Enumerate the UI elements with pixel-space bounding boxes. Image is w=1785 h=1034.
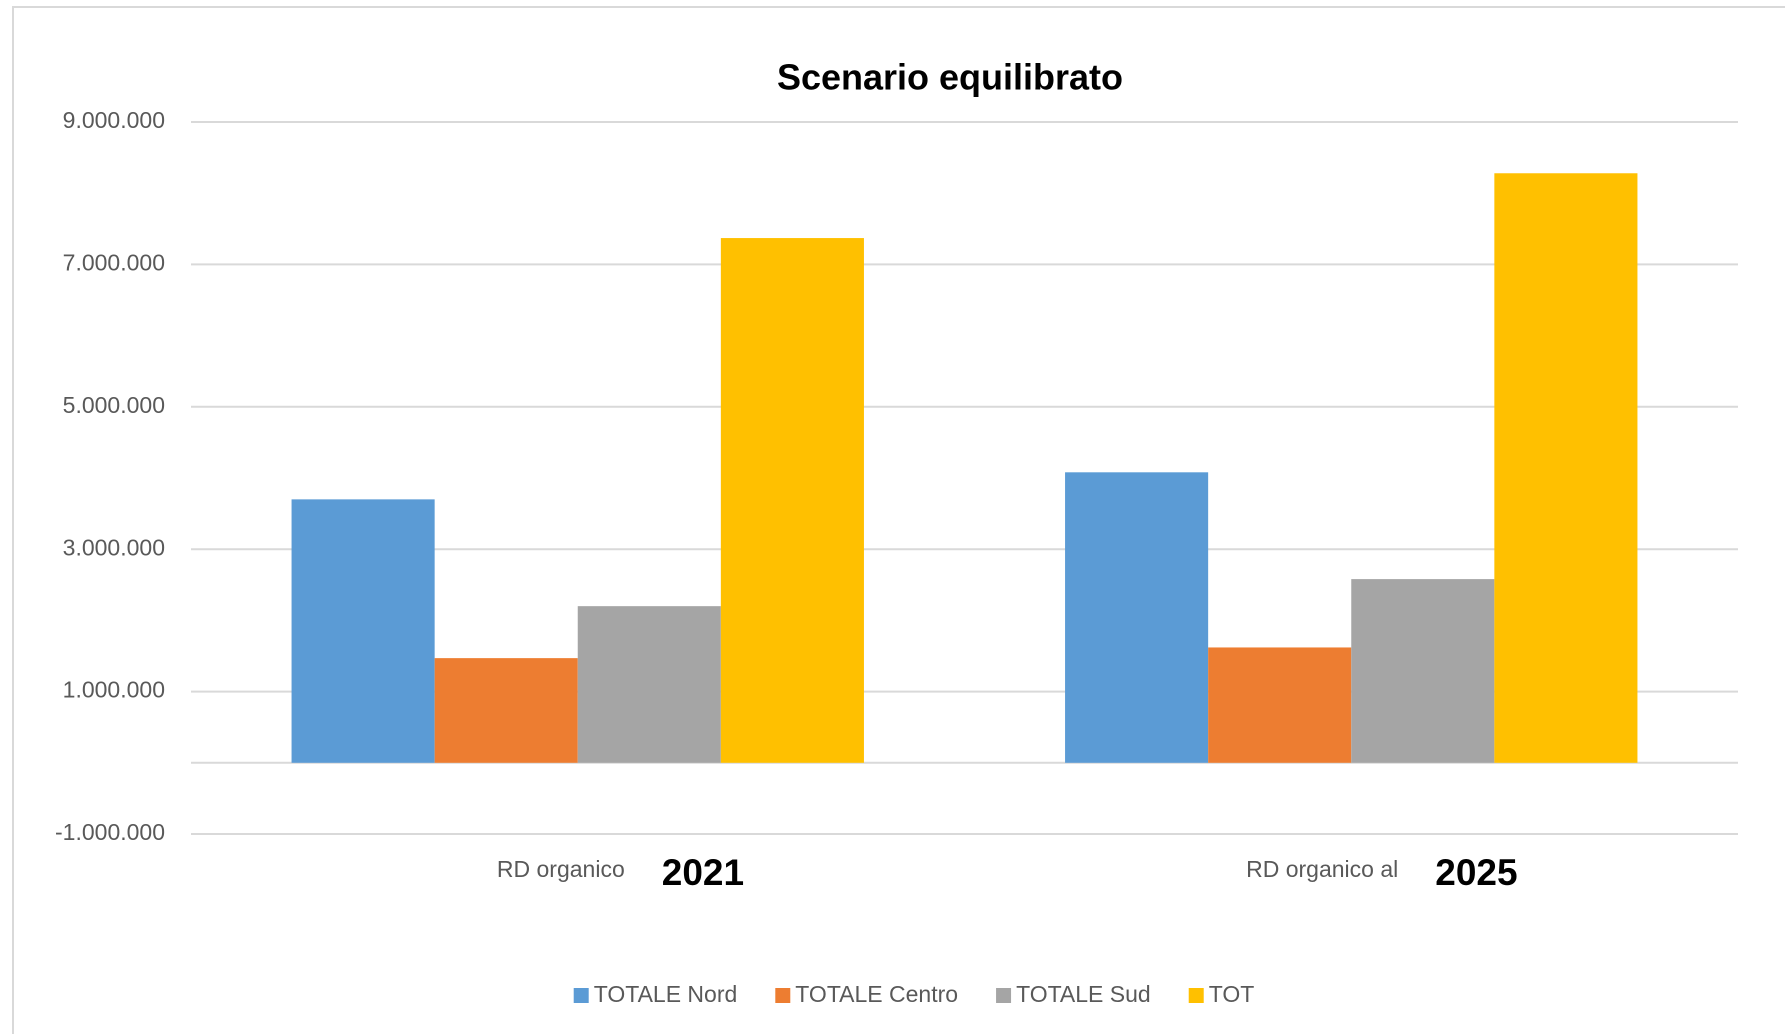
year-annotation: 2025 — [1435, 852, 1517, 893]
bar — [291, 499, 435, 763]
bar — [434, 658, 578, 763]
legend-swatch — [775, 988, 791, 1003]
year-annotation: 2021 — [662, 852, 744, 893]
y-tick-label: 1.000.000 — [63, 677, 165, 703]
legend-label: TOTALE Nord — [594, 981, 738, 1007]
bar — [1494, 173, 1638, 763]
legend-label: TOTALE Sud — [1016, 981, 1151, 1007]
y-tick-label: 9.000.000 — [63, 107, 165, 133]
y-tick-label: -1.000.000 — [55, 819, 165, 845]
x-tick-label: RD organico al — [1246, 856, 1398, 882]
legend-label: TOT — [1209, 981, 1255, 1007]
bar — [720, 238, 864, 763]
legend-swatch — [996, 988, 1012, 1003]
y-tick-label: 5.000.000 — [63, 392, 165, 418]
bar — [1208, 647, 1352, 763]
y-tick-label: 7.000.000 — [63, 249, 165, 275]
legend-swatch — [573, 988, 589, 1003]
bar — [1351, 579, 1495, 763]
chart-title: Scenario equilibrato — [777, 57, 1123, 98]
x-tick-label: RD organico — [497, 856, 625, 882]
y-tick-label: 3.000.000 — [63, 534, 165, 560]
bar — [577, 606, 721, 763]
legend-label: TOTALE Centro — [795, 981, 958, 1007]
legend-swatch — [1188, 988, 1204, 1003]
bar — [1065, 472, 1209, 763]
